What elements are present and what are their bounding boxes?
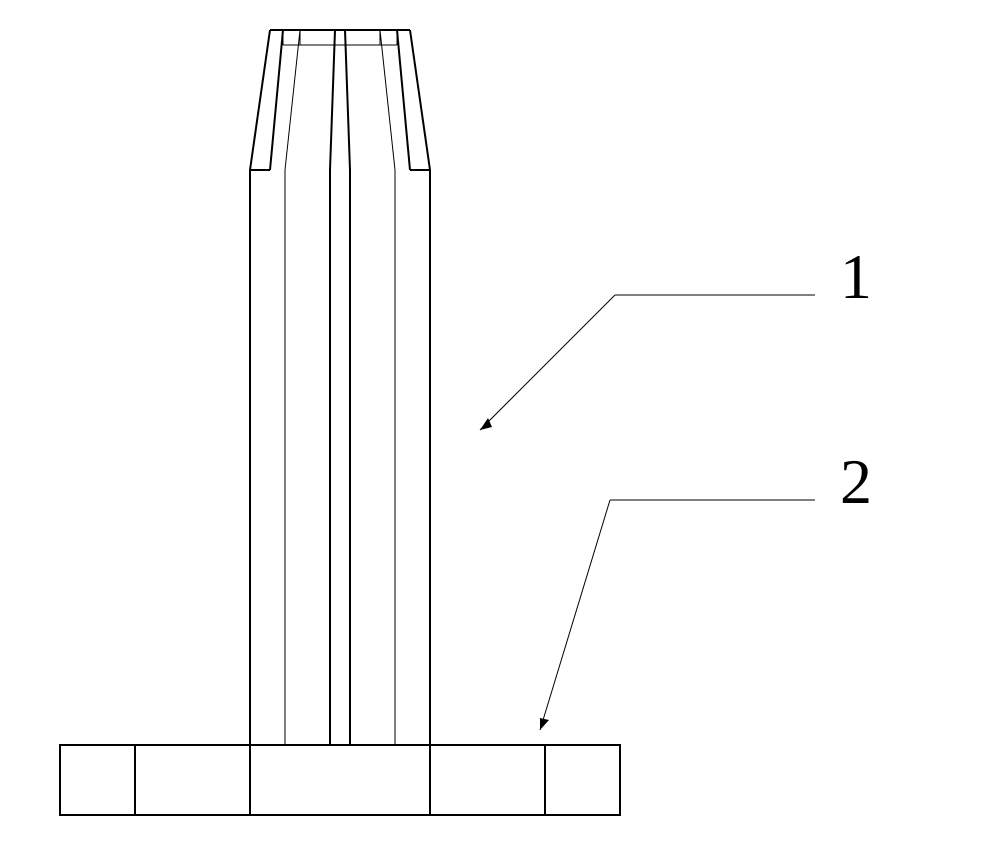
- technical-diagram: 1 2: [0, 0, 1000, 866]
- diagram-svg: [0, 0, 1000, 866]
- leader-line-2: [540, 500, 815, 730]
- leader-line-1: [480, 295, 815, 430]
- label-1: 1: [840, 240, 872, 314]
- tapered-top: [250, 30, 430, 170]
- shaft-body: [250, 170, 430, 815]
- label-2: 2: [840, 445, 872, 519]
- base-plate: [60, 745, 620, 815]
